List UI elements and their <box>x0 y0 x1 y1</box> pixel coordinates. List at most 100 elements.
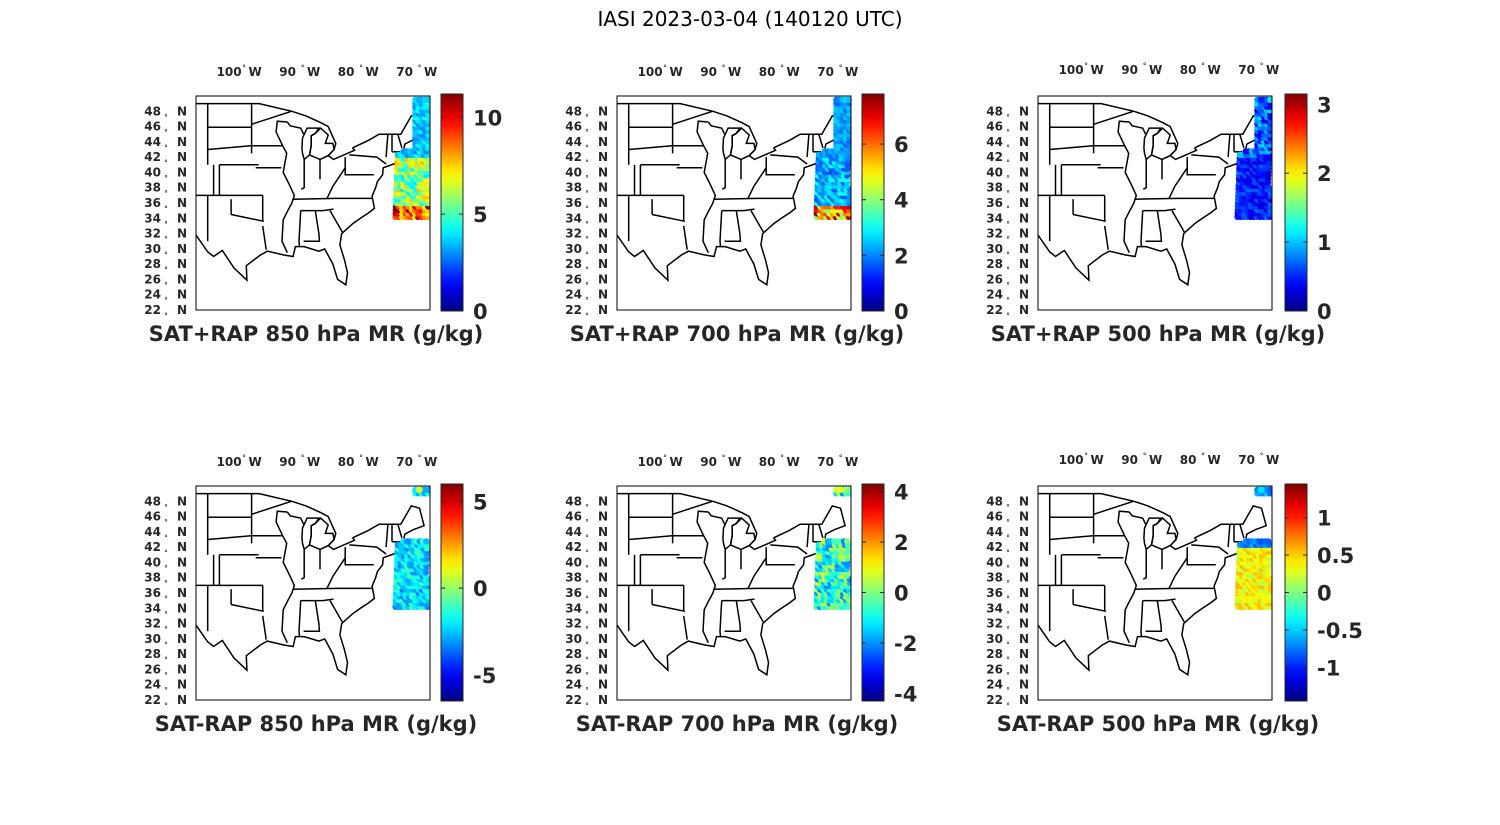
degree-symbol: ° <box>1006 312 1010 320</box>
colorbar <box>861 93 885 312</box>
lat-hemi-label: N <box>598 632 608 646</box>
colorbar <box>440 483 464 702</box>
observation-point <box>846 96 851 103</box>
degree-symbol: ° <box>359 64 363 72</box>
lon-hemi-label: W <box>248 455 261 469</box>
lon-hemi-label: W <box>1149 63 1162 77</box>
colorbar-tick-label: 2 <box>894 244 909 268</box>
lat-tick-label: 42 <box>144 150 161 164</box>
degree-symbol: ° <box>1006 129 1010 137</box>
colorbar-tick-label: 4 <box>894 189 909 213</box>
state-border <box>1168 557 1188 589</box>
degree-symbol: ° <box>722 64 726 72</box>
lat-tick-label: 48 <box>986 494 1003 508</box>
degree-symbol: ° <box>1006 220 1010 228</box>
colorbar-tick-label: 1 <box>1317 507 1332 531</box>
colorbar-tick-label: 1 <box>1317 231 1332 255</box>
degree-symbol: ° <box>1084 62 1088 70</box>
lat-hemi-label: N <box>598 120 608 134</box>
state-border <box>1140 210 1144 247</box>
degree-symbol: ° <box>164 534 168 542</box>
degree-symbol: ° <box>164 687 168 695</box>
state-border <box>349 544 387 555</box>
state-border <box>747 557 767 589</box>
lat-hemi-label: N <box>1019 272 1029 286</box>
lat-tick-label: 28 <box>565 257 582 271</box>
degree-symbol: ° <box>780 454 784 462</box>
map-panel-1: 100 ° W 90 ° W 80 ° W 70 ° W48 ° N46 ° N44 ° N42 ° N40 ° N38 °… <box>144 64 502 346</box>
map-panel-3: 100 ° W 90 ° W 80 ° W 70 ° W48 ° N46 ° N44 ° N42 ° N40 ° N38 °… <box>986 62 1331 346</box>
degree-symbol: ° <box>585 174 589 182</box>
colorbar-tick-label: 0 <box>1317 300 1332 324</box>
state-border <box>702 535 717 644</box>
colorbar-tick-label: 3 <box>1317 93 1332 117</box>
lat-tick-label: 42 <box>565 150 582 164</box>
lon-hemi-label: W <box>845 455 858 469</box>
degree-symbol: ° <box>1006 671 1010 679</box>
lat-hemi-label: N <box>1019 678 1029 692</box>
degree-symbol: ° <box>164 266 168 274</box>
map-frame <box>616 485 852 701</box>
lat-hemi-label: N <box>1019 601 1029 615</box>
state-border <box>702 145 717 254</box>
lat-tick-label: 32 <box>986 227 1003 241</box>
lat-tick-label: 44 <box>565 135 582 149</box>
lat-tick-label: 36 <box>144 196 161 210</box>
lat-hemi-label: N <box>598 181 608 195</box>
lat-hemi-label: N <box>1019 693 1029 707</box>
lat-hemi-label: N <box>598 257 608 271</box>
degree-symbol: ° <box>164 656 168 664</box>
lon-tick-label: 100 <box>1059 63 1084 77</box>
coastline <box>196 102 425 287</box>
degree-symbol: ° <box>1006 687 1010 695</box>
lon-hemi-label: W <box>728 455 741 469</box>
state-border <box>1134 587 1215 590</box>
degree-symbol: ° <box>242 64 246 72</box>
lat-hemi-label: N <box>177 150 187 164</box>
lat-tick-label: 42 <box>986 150 1003 164</box>
observation-point <box>837 486 844 493</box>
state-border <box>298 210 302 247</box>
degree-symbol: ° <box>242 454 246 462</box>
lon-hemi-label: W <box>1090 453 1103 467</box>
observation-point <box>1267 96 1272 103</box>
lat-hemi-label: N <box>177 135 187 149</box>
state-border <box>1145 600 1163 632</box>
observation-point <box>416 486 423 493</box>
state-border <box>1239 133 1245 149</box>
lat-tick-label: 34 <box>565 601 582 615</box>
degree-symbol: ° <box>359 454 363 462</box>
lon-hemi-label: W <box>365 65 378 79</box>
lat-hemi-label: N <box>598 227 608 241</box>
state-border <box>721 159 726 190</box>
lat-hemi-label: N <box>1019 617 1029 631</box>
lat-hemi-label: N <box>177 257 187 271</box>
degree-symbol: ° <box>1006 656 1010 664</box>
lat-hemi-label: N <box>177 104 187 118</box>
state-border <box>1072 213 1107 223</box>
lat-tick-label: 40 <box>565 555 582 569</box>
lat-hemi-label: N <box>598 586 608 600</box>
state-border <box>1103 615 1109 640</box>
colorbar-tick-label: -4 <box>894 682 917 706</box>
state-border <box>651 603 686 613</box>
lat-tick-label: 38 <box>565 571 582 585</box>
lat-hemi-label: N <box>598 510 608 524</box>
state-border <box>251 500 292 516</box>
lat-hemi-label: N <box>598 617 608 631</box>
lat-hemi-label: N <box>177 586 187 600</box>
degree-symbol: ° <box>1260 62 1264 70</box>
degree-symbol: ° <box>1006 519 1010 527</box>
lat-hemi-label: N <box>1019 196 1029 210</box>
lat-hemi-label: N <box>1019 540 1029 554</box>
lon-tick-label: 70 <box>817 455 834 469</box>
state-border <box>1093 110 1134 126</box>
degree-symbol: ° <box>1201 452 1205 460</box>
state-border <box>292 587 373 590</box>
degree-symbol: ° <box>164 174 168 182</box>
lon-tick-label: 70 <box>396 65 413 79</box>
panel-title: SAT+RAP 700 hPa MR (g/kg) <box>570 322 904 346</box>
map-body <box>617 486 851 677</box>
state-border <box>1186 547 1216 566</box>
lon-tick-label: 100 <box>217 65 242 79</box>
